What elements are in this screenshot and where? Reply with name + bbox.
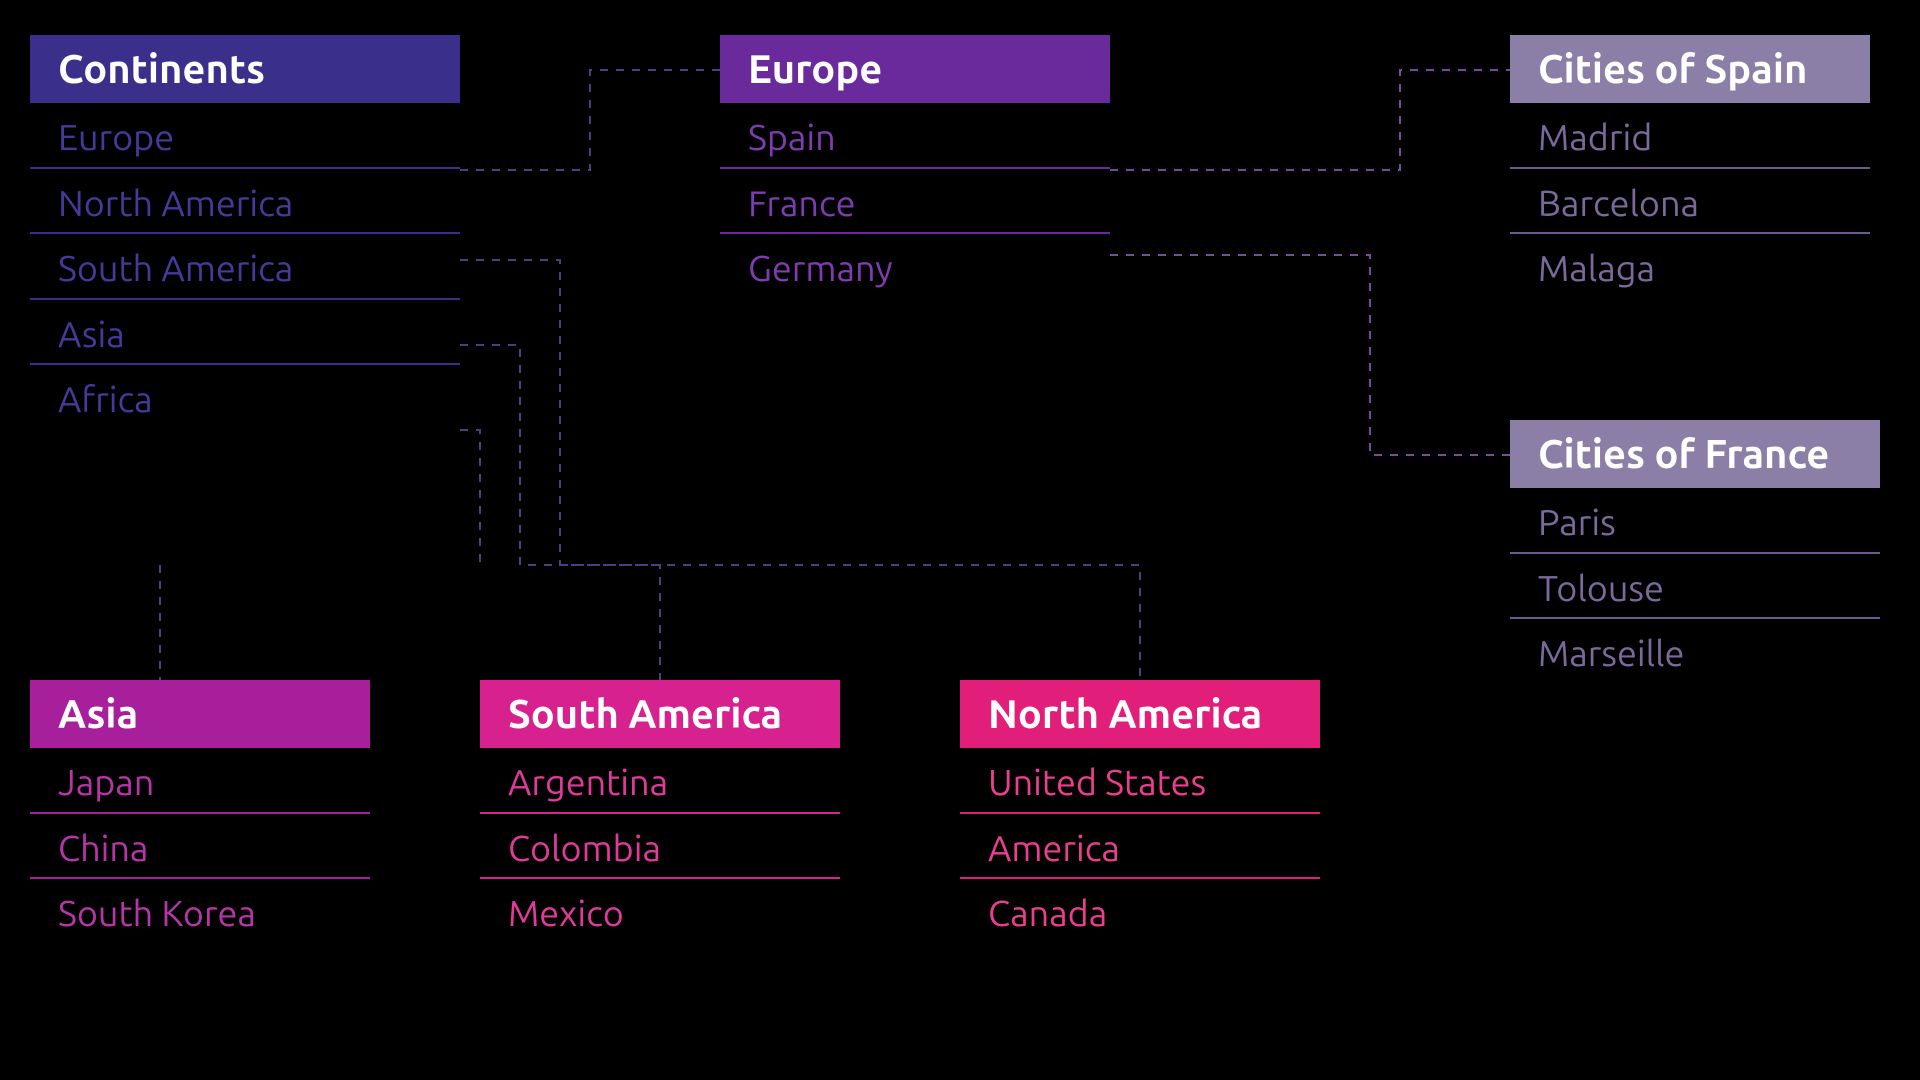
panel-cities-spain: Cities of SpainMadridBarcelonaMalaga bbox=[1510, 35, 1870, 298]
panel-header-continents: Continents bbox=[30, 35, 460, 103]
panel-list-asia: JapanChinaSouth Korea bbox=[30, 748, 370, 943]
panel-list-north-america: United StatesAmericaCanada bbox=[960, 748, 1320, 943]
list-item: Germany bbox=[720, 234, 1110, 298]
panel-header-cities-france: Cities of France bbox=[1510, 420, 1880, 488]
list-item: Spain bbox=[720, 103, 1110, 169]
list-item: Madrid bbox=[1510, 103, 1870, 169]
panel-list-cities-france: ParisTolouseMarseille bbox=[1510, 488, 1880, 683]
list-item: France bbox=[720, 169, 1110, 235]
connector-path bbox=[1110, 255, 1510, 455]
panel-header-cities-spain: Cities of Spain bbox=[1510, 35, 1870, 103]
panel-cities-france: Cities of FranceParisTolouseMarseille bbox=[1510, 420, 1880, 683]
panel-header-asia: Asia bbox=[30, 680, 370, 748]
list-item: Marseille bbox=[1510, 619, 1880, 683]
connector-path bbox=[460, 260, 1140, 680]
panel-north-america: North AmericaUnited StatesAmericaCanada bbox=[960, 680, 1320, 943]
panel-list-cities-spain: MadridBarcelonaMalaga bbox=[1510, 103, 1870, 298]
panel-list-continents: EuropeNorth AmericaSouth AmericaAsiaAfri… bbox=[30, 103, 460, 429]
list-item: Africa bbox=[30, 365, 460, 429]
list-item: Asia bbox=[30, 300, 460, 366]
list-item: Japan bbox=[30, 748, 370, 814]
panel-list-south-america: ArgentinaColombiaMexico bbox=[480, 748, 840, 943]
panel-europe: EuropeSpainFranceGermany bbox=[720, 35, 1110, 298]
list-item: Colombia bbox=[480, 814, 840, 880]
list-item: South America bbox=[30, 234, 460, 300]
panel-header-europe: Europe bbox=[720, 35, 1110, 103]
connector-path bbox=[460, 430, 480, 565]
list-item: America bbox=[960, 814, 1320, 880]
list-item: United States bbox=[960, 748, 1320, 814]
connector-path bbox=[460, 345, 660, 680]
list-item: Canada bbox=[960, 879, 1320, 943]
list-item: Mexico bbox=[480, 879, 840, 943]
list-item: Europe bbox=[30, 103, 460, 169]
list-item: Argentina bbox=[480, 748, 840, 814]
connector-path bbox=[1110, 70, 1510, 170]
panel-south-america: South AmericaArgentinaColombiaMexico bbox=[480, 680, 840, 943]
connector-path bbox=[460, 70, 720, 170]
panel-header-south-america: South America bbox=[480, 680, 840, 748]
panel-asia: AsiaJapanChinaSouth Korea bbox=[30, 680, 370, 943]
list-item: South Korea bbox=[30, 879, 370, 943]
list-item: Tolouse bbox=[1510, 554, 1880, 620]
list-item: North America bbox=[30, 169, 460, 235]
list-item: Paris bbox=[1510, 488, 1880, 554]
list-item: Barcelona bbox=[1510, 169, 1870, 235]
list-item: China bbox=[30, 814, 370, 880]
panel-continents: ContinentsEuropeNorth AmericaSouth Ameri… bbox=[30, 35, 460, 429]
list-item: Malaga bbox=[1510, 234, 1870, 298]
panel-header-north-america: North America bbox=[960, 680, 1320, 748]
panel-list-europe: SpainFranceGermany bbox=[720, 103, 1110, 298]
